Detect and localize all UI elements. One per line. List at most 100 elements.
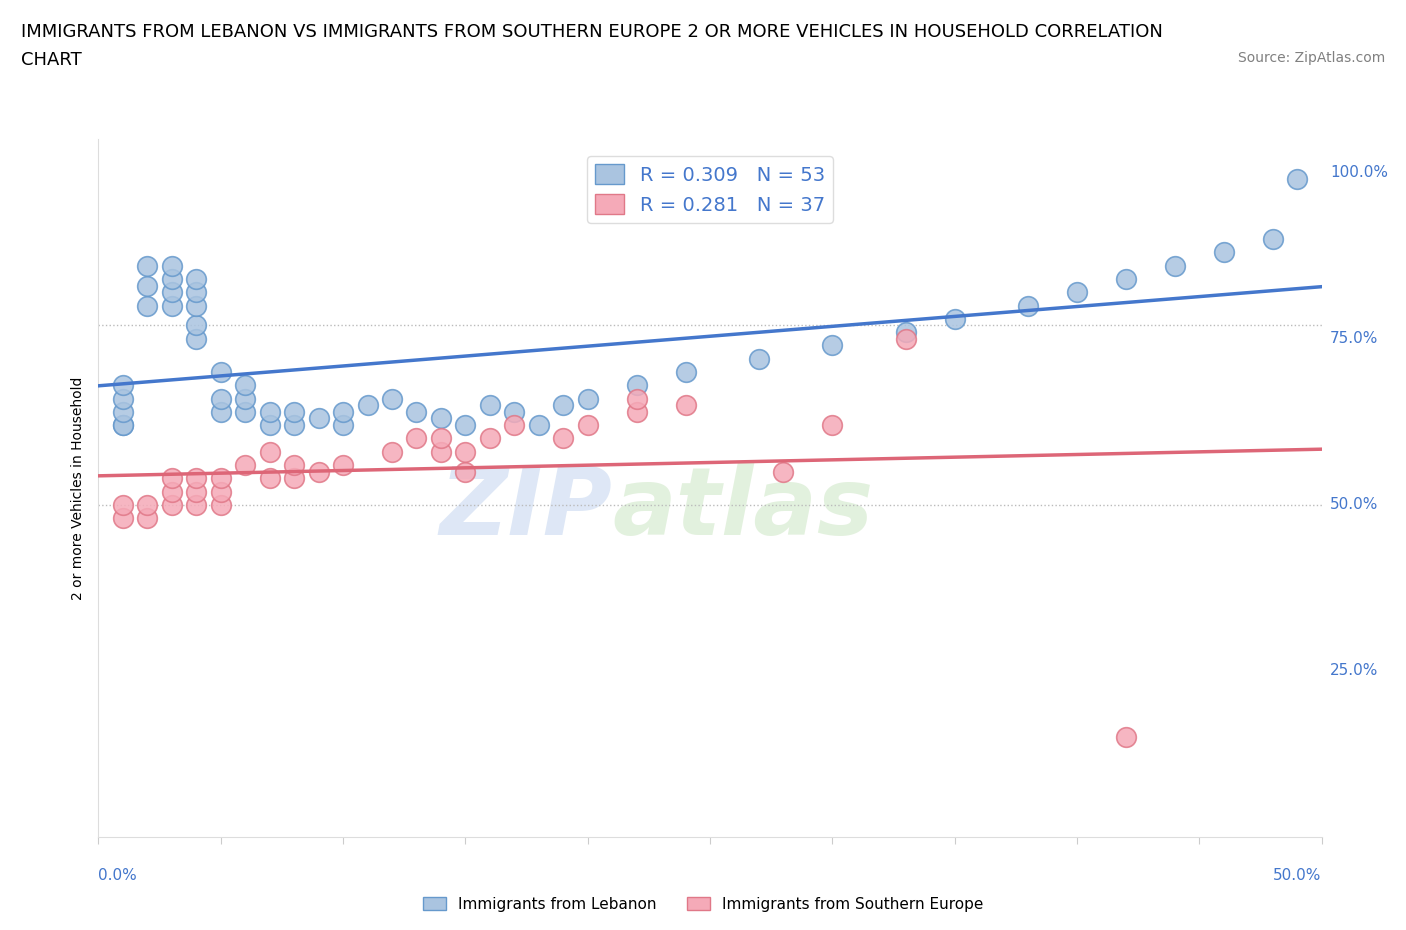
Point [186, 272, 208, 286]
Text: CHART: CHART [21, 51, 82, 69]
Point [209, 365, 232, 379]
Text: 25.0%: 25.0% [1330, 663, 1378, 678]
Point [503, 405, 526, 419]
Point [430, 411, 453, 426]
Point [381, 445, 404, 459]
Point [209, 498, 232, 512]
Text: atlas: atlas [612, 463, 873, 555]
Point [111, 418, 134, 432]
Point [111, 511, 134, 525]
Point [332, 405, 354, 419]
Point [430, 445, 453, 459]
Point [626, 378, 648, 392]
Point [748, 352, 770, 366]
Point [209, 471, 232, 485]
Point [675, 398, 697, 413]
Point [186, 299, 208, 313]
Point [1164, 259, 1187, 273]
Point [111, 392, 134, 406]
Point [209, 485, 232, 499]
Point [186, 485, 208, 499]
Point [160, 471, 183, 485]
Point [821, 418, 844, 432]
Point [356, 398, 378, 413]
Point [259, 445, 281, 459]
Point [186, 498, 208, 512]
Point [381, 392, 404, 406]
Point [454, 418, 477, 432]
Point [111, 378, 134, 392]
Point [894, 325, 917, 339]
Point [1286, 172, 1309, 187]
Point [259, 471, 281, 485]
Point [111, 498, 134, 512]
Point [626, 405, 648, 419]
Point [136, 498, 159, 512]
Point [527, 418, 550, 432]
Point [209, 392, 232, 406]
Text: 75.0%: 75.0% [1330, 331, 1378, 346]
Point [111, 405, 134, 419]
Point [259, 405, 281, 419]
Point [1017, 299, 1039, 313]
Point [478, 398, 501, 413]
Point [283, 418, 305, 432]
Point [160, 272, 183, 286]
Point [233, 405, 256, 419]
Point [160, 285, 183, 299]
Text: 50.0%: 50.0% [1274, 868, 1322, 883]
Legend: Immigrants from Lebanon, Immigrants from Southern Europe: Immigrants from Lebanon, Immigrants from… [416, 890, 990, 918]
Point [186, 331, 208, 346]
Point [283, 405, 305, 419]
Text: ZIP: ZIP [439, 463, 612, 555]
Point [136, 299, 159, 313]
Point [503, 418, 526, 432]
Point [821, 338, 844, 352]
Point [308, 411, 330, 426]
Point [332, 458, 354, 472]
Text: 50.0%: 50.0% [1330, 498, 1378, 512]
Point [186, 318, 208, 333]
Point [1115, 272, 1137, 286]
Point [233, 458, 256, 472]
Point [160, 498, 183, 512]
Point [553, 431, 575, 445]
Point [454, 445, 477, 459]
Text: IMMIGRANTS FROM LEBANON VS IMMIGRANTS FROM SOUTHERN EUROPE 2 OR MORE VEHICLES IN: IMMIGRANTS FROM LEBANON VS IMMIGRANTS FR… [21, 23, 1163, 41]
Point [894, 331, 917, 346]
Point [1115, 730, 1137, 745]
Point [136, 511, 159, 525]
Point [454, 464, 477, 479]
Point [1066, 285, 1088, 299]
Text: 100.0%: 100.0% [1330, 166, 1388, 180]
Point [283, 458, 305, 472]
Point [576, 418, 599, 432]
Point [160, 259, 183, 273]
Text: 0.0%: 0.0% [98, 868, 138, 883]
Point [209, 405, 232, 419]
Point [626, 392, 648, 406]
Point [308, 464, 330, 479]
Point [160, 299, 183, 313]
Point [478, 431, 501, 445]
Point [943, 312, 966, 326]
Point [233, 392, 256, 406]
Text: Source: ZipAtlas.com: Source: ZipAtlas.com [1237, 51, 1385, 65]
Point [136, 278, 159, 293]
Point [405, 405, 427, 419]
Point [160, 485, 183, 499]
Point [1261, 232, 1284, 246]
Point [675, 365, 697, 379]
Point [111, 418, 134, 432]
Point [553, 398, 575, 413]
Point [576, 392, 599, 406]
Point [136, 259, 159, 273]
Point [186, 285, 208, 299]
Point [405, 431, 427, 445]
Point [259, 418, 281, 432]
Y-axis label: 2 or more Vehicles in Household: 2 or more Vehicles in Household [72, 377, 86, 600]
Point [283, 471, 305, 485]
Point [1212, 245, 1234, 259]
Point [772, 464, 794, 479]
Point [332, 418, 354, 432]
